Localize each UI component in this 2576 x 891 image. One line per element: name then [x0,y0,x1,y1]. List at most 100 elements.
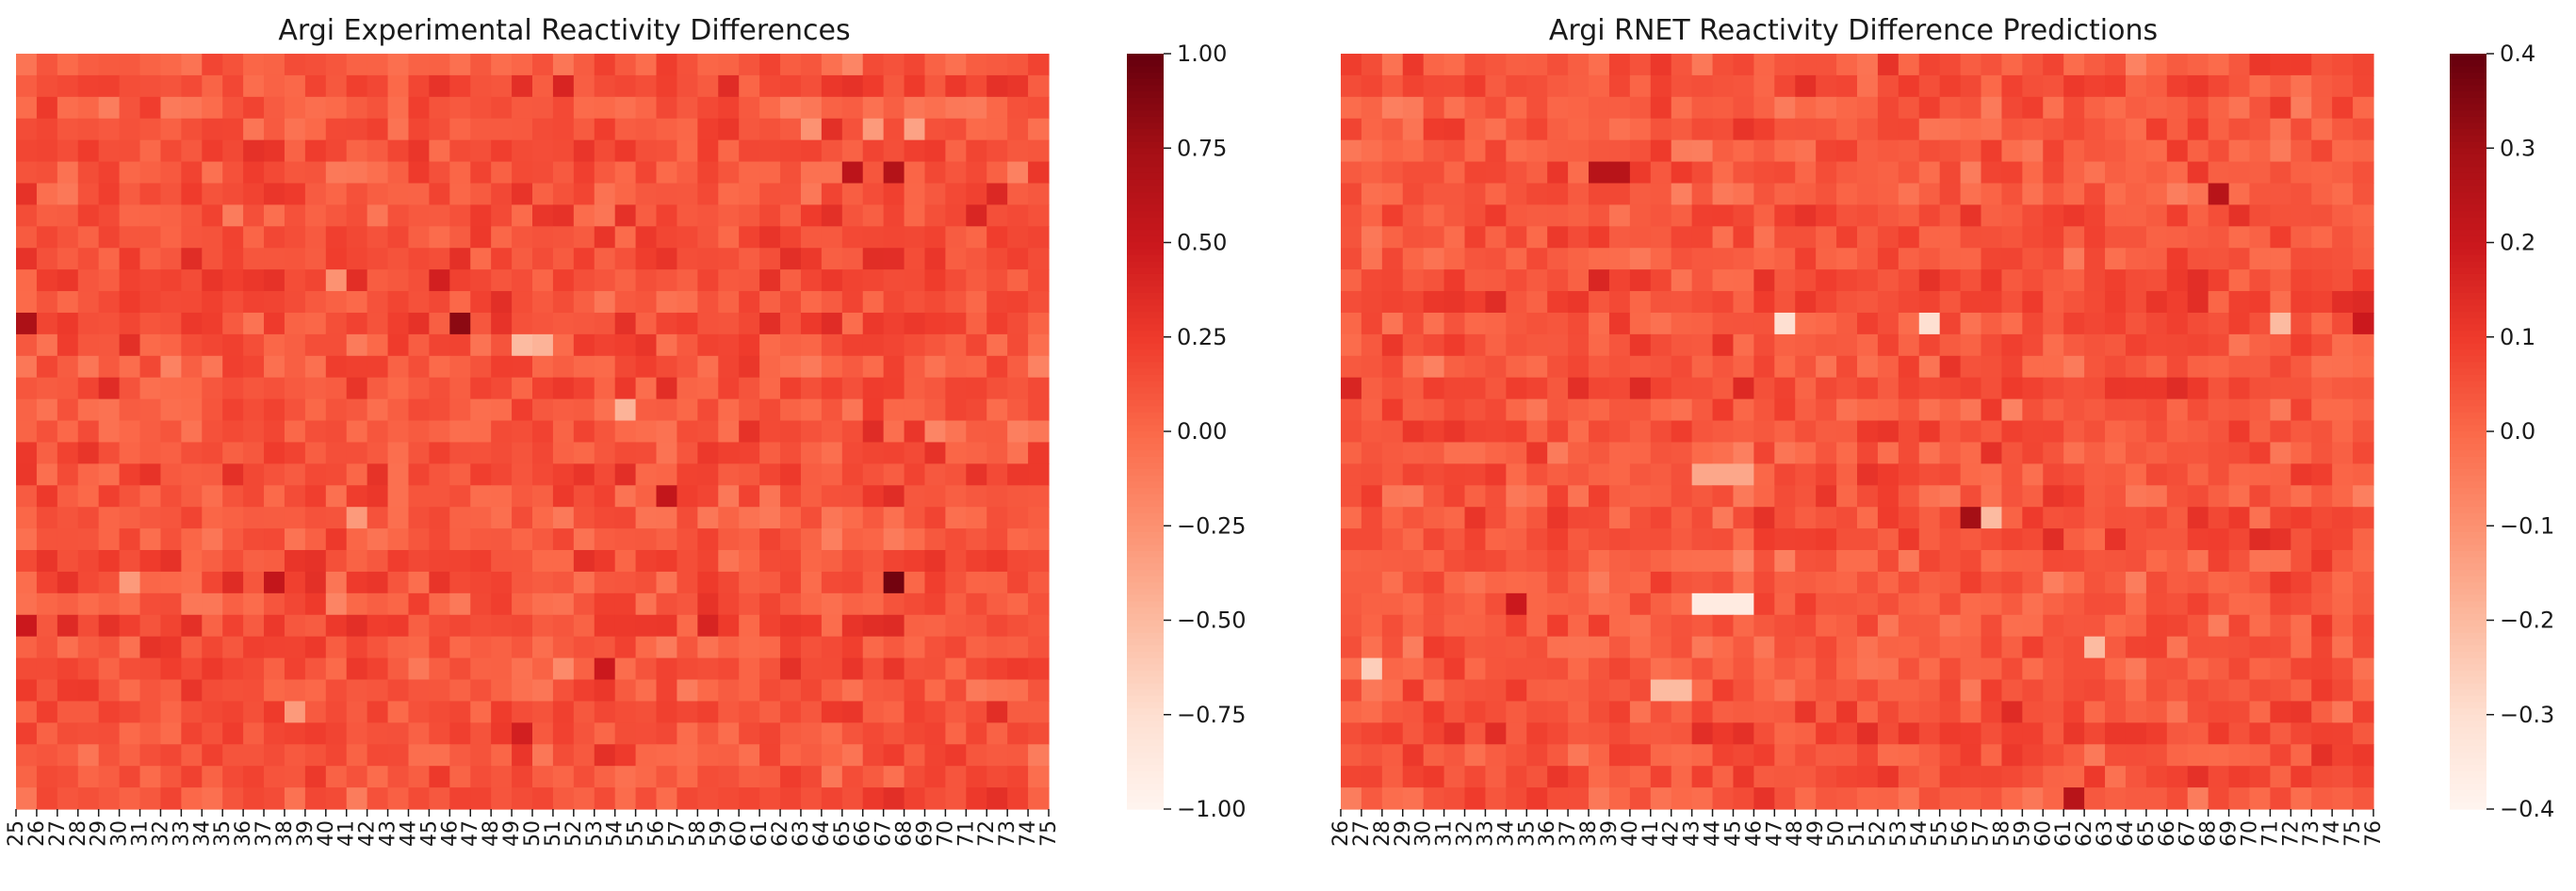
heatmap-cell [1816,507,1837,529]
heatmap-cell [16,787,38,810]
heatmap-cell [1485,355,1507,379]
heatmap-cell [1816,485,1837,508]
colorbar-tick-label: 0.50 [1177,230,1227,256]
heatmap-cell [1464,226,1487,249]
heatmap-cell [2228,248,2251,270]
x-axis-ticks: 2526272829303132333435363738394041424344… [5,809,1061,847]
heatmap-cell [924,528,946,551]
colorbar-segment [2450,122,2486,130]
heatmap-cell [2187,312,2209,335]
heatmap-cell [986,679,1008,703]
heatmap-cell [1981,571,2003,594]
heatmap-cell [1506,614,1527,638]
heatmap-cell [16,96,38,120]
heatmap-cell [1589,420,1610,444]
heatmap-cell [16,118,38,141]
colorbar-segment [2450,488,2486,495]
heatmap-cell [1898,679,1920,703]
heatmap-cell [1568,183,1590,205]
heatmap-cell [614,657,637,681]
heatmap-cell [346,636,368,659]
heatmap-cell [1568,744,1590,767]
heatmap-cell [325,420,348,444]
heatmap-cell [2166,398,2189,422]
heatmap-cell [98,312,121,335]
heatmap-cell [1608,592,1631,616]
heatmap-cell [1341,333,1362,357]
heatmap-cell [573,744,595,767]
heatmap-cell [800,636,823,659]
heatmap-cell [697,657,719,681]
heatmap-cell [1939,74,1962,98]
heatmap-cell [2208,744,2230,767]
heatmap-cell [1898,550,1920,573]
heatmap-cell [304,507,327,529]
heatmap-cell [367,226,389,249]
heatmap-cell [1650,657,1672,681]
heatmap-cell [222,204,244,227]
heatmap-cell [594,701,616,723]
heatmap-cell [1774,571,1796,594]
heatmap-cell [1506,161,1527,185]
heatmap-cell [2311,161,2333,185]
heatmap-cell [139,701,162,723]
heatmap-cell [304,204,327,227]
heatmap-cell [2063,139,2085,163]
heatmap-cell [841,744,864,767]
heatmap-cell [1918,679,1941,703]
heatmap-cell [2105,787,2127,810]
heatmap-cell [2084,248,2106,270]
heatmap-cell [739,183,760,205]
heatmap-cell [986,766,1008,788]
heatmap-cell [346,377,368,400]
heatmap-cell [346,355,368,379]
heatmap-cell [470,614,492,638]
colorbar-segment [1127,393,1164,401]
heatmap-cell [77,766,100,788]
heatmap-cell [1485,74,1507,98]
heatmap-cell [2022,333,2044,357]
heatmap-cell [1341,226,1362,249]
heatmap-cell [986,139,1008,163]
heatmap-cell [2084,744,2106,767]
heatmap-cell [573,528,595,551]
heatmap-cell [841,118,864,141]
heatmap-cell [821,744,843,767]
heatmap-cell [1691,96,1714,120]
x-tick-label: 57 [1970,820,1994,847]
heatmap-cell [202,614,223,638]
heatmap-cell [429,614,450,638]
heatmap-cell [2270,398,2291,422]
heatmap-cell [759,701,781,723]
heatmap-cell [1939,183,1962,205]
heatmap-cell [573,398,595,422]
heatmap-cell [491,744,513,767]
heatmap-cell [862,636,885,659]
colorbar-segment [2450,651,2486,659]
heatmap-cell [1341,722,1362,745]
heatmap-cell [656,291,678,314]
heatmap-cell [202,118,223,141]
colorbar: 0.40.30.20.10.0−0.1−0.2−0.3−0.4 [2450,40,2554,822]
heatmap-cell [1691,550,1714,573]
heatmap-cell [1485,550,1507,573]
heatmap-cell [573,614,595,638]
heatmap-cell [1877,485,1899,508]
heatmap-cell [2311,118,2333,141]
colorbar-tick-label: −0.50 [1177,608,1247,634]
heatmap-cell [2332,744,2354,767]
heatmap-cell [594,74,616,98]
heatmap-cell [1608,679,1631,703]
heatmap-cell [862,528,885,551]
heatmap-cell [367,333,389,357]
heatmap-cell [1402,766,1425,788]
heatmap-cell [1753,744,1775,767]
heatmap-cell [841,333,864,357]
heatmap-cell [2043,528,2064,551]
heatmap-cell [491,550,513,573]
heatmap-cell [635,722,658,745]
colorbar-segment [2450,249,2486,256]
heatmap-cell [966,485,987,508]
heatmap-cell [904,420,926,444]
heatmap-cell [2353,787,2374,810]
